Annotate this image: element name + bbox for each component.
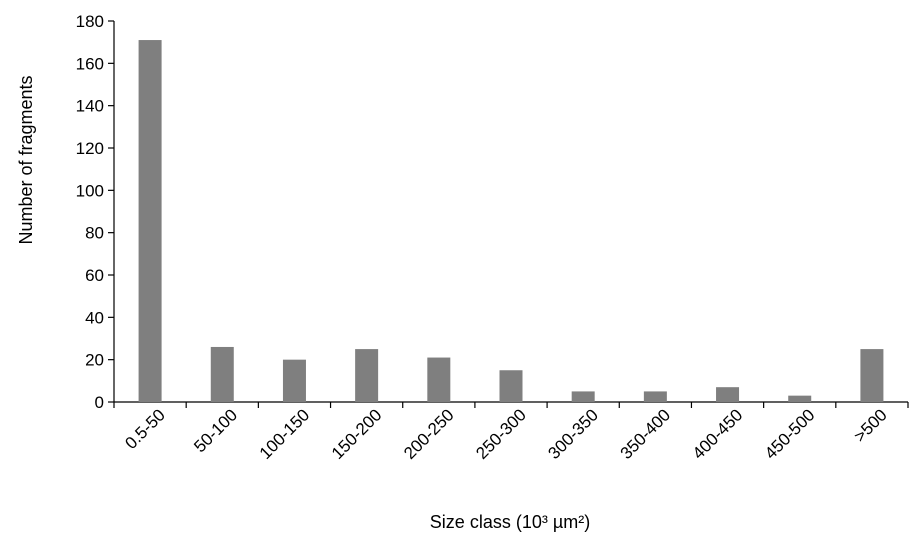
x-axis: 0.5-50 50-100 100-150 150-200 200-250 250-300…: [113, 401, 909, 463]
x-tick-label: 300-350: [544, 405, 602, 463]
x-axis-title: Size class (10³ µm²): [430, 512, 590, 532]
y-tick-label: 140: [76, 97, 104, 116]
bar-0-5-50: [138, 40, 162, 403]
y-axis: 0 20 40 60 80 100 120 140 160 180: [76, 12, 115, 412]
y-tick-label: 160: [76, 54, 104, 73]
bar-250-300: [499, 370, 523, 402]
x-tick-label: 250-300: [472, 405, 530, 463]
bar-350-400: [643, 391, 667, 402]
x-tick-label: 450-500: [761, 405, 819, 463]
x-tick-label: 0.5-50: [121, 405, 169, 453]
bar-300-350: [571, 391, 595, 402]
bar-100-150: [282, 359, 306, 402]
y-tick-label: 100: [76, 181, 104, 200]
y-tick-label: 180: [76, 12, 104, 31]
bar-400-450: [716, 387, 740, 402]
x-tick-label: 200-250: [400, 405, 458, 463]
y-tick-label: 80: [85, 224, 104, 243]
y-axis-title: Number of fragments: [16, 75, 36, 244]
y-tick-label: 60: [85, 266, 104, 285]
x-tick-label: 150-200: [328, 405, 386, 463]
x-tick-label: >500: [850, 405, 891, 446]
bar-200-250: [427, 357, 451, 402]
bar-500: [860, 349, 884, 402]
x-tick-label: 350-400: [617, 405, 675, 463]
x-tick-label: 50-100: [190, 405, 241, 456]
x-tick-label: 400-450: [689, 405, 747, 463]
y-tick-label: 40: [85, 308, 104, 327]
y-tick-label: 120: [76, 139, 104, 158]
y-tick-label: 0: [95, 393, 104, 412]
bar-450-500: [788, 395, 812, 402]
bar-150-200: [355, 349, 379, 402]
bar-50-100: [210, 346, 234, 402]
x-tick-label: 100-150: [256, 405, 314, 463]
bars: [138, 40, 884, 403]
y-tick-label: 20: [85, 351, 104, 370]
